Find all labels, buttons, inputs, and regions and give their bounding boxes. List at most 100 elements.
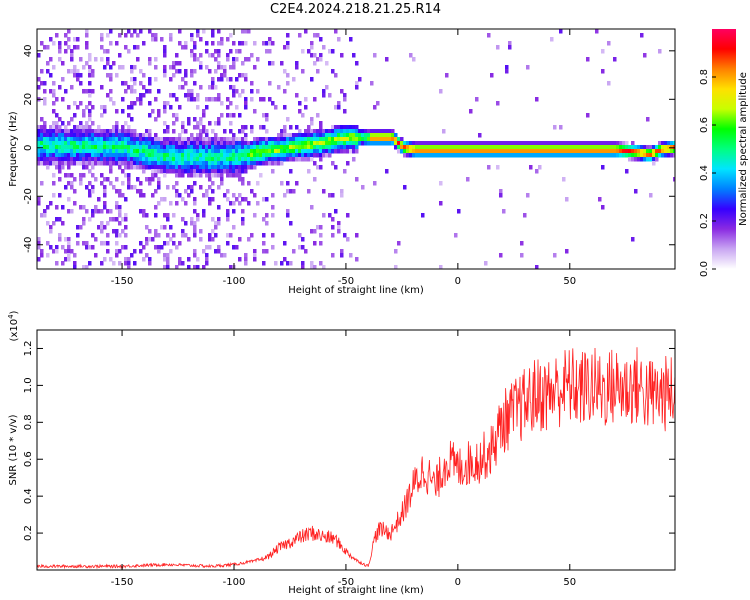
spectrogram-cell	[322, 189, 326, 194]
spectrogram-cell	[121, 217, 125, 222]
spectrogram-cell	[145, 157, 149, 162]
spectrogram-cell	[52, 129, 56, 134]
spectrogram-cell	[205, 49, 209, 54]
spectrogram-cell	[85, 121, 89, 126]
spectrogram-cell	[151, 237, 155, 242]
spectrogram-cell	[205, 141, 209, 146]
spectrogram-cell	[301, 145, 305, 150]
spectrogram-cell	[163, 69, 167, 74]
spectrogram-cell	[136, 137, 140, 142]
spectrogram-cell	[205, 105, 209, 110]
spectrogram-cell	[115, 233, 119, 238]
spectrogram-cell	[253, 65, 257, 70]
spectrogram-cell	[262, 125, 266, 130]
spectrogram-cell	[70, 49, 74, 54]
spectrogram-cell	[550, 37, 554, 42]
spectrogram-cell	[385, 133, 389, 138]
spectrogram-cell	[43, 209, 47, 214]
spectrogram-cell	[304, 153, 308, 158]
spectrogram-cell	[184, 157, 188, 162]
spectrogram-cell	[313, 129, 317, 134]
spectrogram-cell	[58, 153, 62, 158]
spectrogram-cell	[73, 101, 77, 106]
spectrogram-cell	[331, 233, 335, 238]
spectrogram-cell	[352, 157, 356, 162]
spectrogram-cell	[352, 129, 356, 134]
spectrogram-cell	[220, 101, 224, 106]
spectrogram-cell	[43, 121, 47, 126]
spectrogram-cell	[244, 161, 248, 166]
spectrogram-cell	[106, 157, 110, 162]
spectrogram-cell	[292, 77, 296, 82]
spectrogram-cell	[556, 149, 560, 154]
spectrogram-cell	[589, 149, 593, 154]
spectrogram-cell	[298, 109, 302, 114]
spectrogram-cell	[73, 45, 77, 50]
spectrogram-cell	[601, 165, 605, 170]
spectrogram-cell	[265, 49, 269, 54]
spectrogram-cell	[418, 141, 422, 146]
spectrogram-cell	[121, 153, 125, 158]
spectrogram-cell	[151, 165, 155, 170]
spectrogram-cell	[145, 133, 149, 138]
spectrogram-cell	[550, 149, 554, 154]
spectrogram-cell	[73, 161, 77, 166]
spectrogram-cell	[613, 141, 617, 146]
spectrogram-cell	[217, 53, 221, 58]
spectrogram-cell	[331, 125, 335, 130]
spectrogram-cell	[124, 161, 128, 166]
spectrogram-cell	[196, 149, 200, 154]
spectrogram-cell	[346, 129, 350, 134]
spectrogram-cell	[316, 149, 320, 154]
spectrogram-cell	[553, 253, 557, 258]
spectrogram-cell	[283, 157, 287, 162]
spectrogram-cell	[106, 129, 110, 134]
spectrogram-cell	[163, 257, 167, 262]
spectrogram-cell	[439, 89, 443, 94]
spectrogram-cell	[49, 89, 53, 94]
spectrogram-cell	[625, 153, 629, 158]
y-tick-label: 0.2	[23, 525, 34, 541]
spectrogram-cell	[475, 149, 479, 154]
spectrogram-cell	[337, 129, 341, 134]
spectrogram-cell	[67, 145, 71, 150]
spectrogram-cell	[301, 157, 305, 162]
spectrogram-cell	[523, 213, 527, 218]
spectrogram-cell	[598, 145, 602, 150]
spectrogram-cell	[598, 149, 602, 154]
spectrogram-cell	[253, 165, 257, 170]
spectrogram-cell	[313, 53, 317, 58]
spectrogram-cell	[625, 169, 629, 174]
spectrogram-cell	[547, 153, 551, 158]
spectrogram-cell	[139, 69, 143, 74]
spectrogram-cell	[640, 145, 644, 150]
spectrogram-cell	[40, 129, 44, 134]
spectrogram-cell	[394, 137, 398, 142]
spectrogram-cell	[172, 93, 176, 98]
spectrogram-cell	[325, 133, 329, 138]
spectrogram-cell	[373, 129, 377, 134]
spectrogram-cell	[529, 145, 533, 150]
spectrogram-cell	[247, 145, 251, 150]
spectrogram-cell	[223, 149, 227, 154]
spectrogram-cell	[181, 149, 185, 154]
spectrogram-cell	[424, 145, 428, 150]
spectrogram-cell	[265, 41, 269, 46]
spectrogram-cell	[340, 125, 344, 130]
spectrogram-cell	[229, 141, 233, 146]
spectrogram-cell	[70, 133, 74, 138]
spectrogram-cell	[94, 129, 98, 134]
spectrogram-cell	[331, 149, 335, 154]
spectrogram-cell	[190, 153, 194, 158]
spectrogram-cell	[43, 153, 47, 158]
spectrogram-cell	[190, 69, 194, 74]
spectrogram-cell	[202, 249, 206, 254]
spectrogram-cell	[538, 149, 542, 154]
spectrogram-cell	[298, 233, 302, 238]
spectrogram-cell	[61, 145, 65, 150]
spectrogram-cell	[61, 161, 65, 166]
spectrogram-cell	[88, 137, 92, 142]
spectrogram-cell	[64, 133, 68, 138]
colorbar-tick-label: 0.4	[699, 165, 710, 181]
spectrogram-cell	[199, 185, 203, 190]
